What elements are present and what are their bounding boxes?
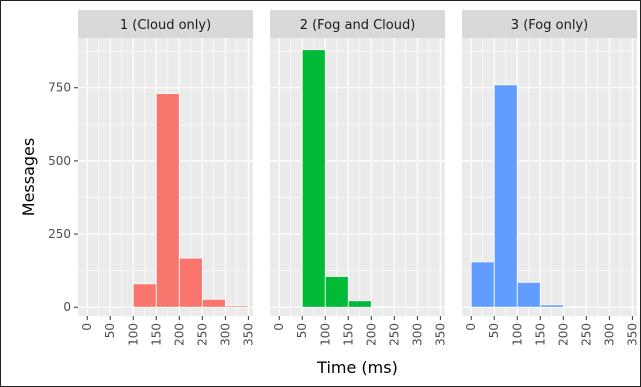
x-tick-label: 50 bbox=[295, 323, 309, 338]
facet-title: 3 (Fog only) bbox=[511, 18, 588, 33]
x-tick-label: 300 bbox=[410, 323, 424, 346]
axes-group: 0 50 100 150 200 250 300 350 0 50 100 150 200 250 300 3… bbox=[48, 81, 639, 346]
histogram-bar bbox=[301, 49, 326, 308]
x-axis-label: Time (ms) bbox=[316, 358, 398, 377]
x-tick-label: 100 bbox=[510, 323, 524, 346]
histogram-bar bbox=[132, 283, 157, 308]
histogram-bar bbox=[370, 305, 395, 308]
x-tick-label: 250 bbox=[387, 323, 401, 346]
x-tick-label: 250 bbox=[195, 323, 209, 346]
histogram-bar bbox=[493, 84, 518, 308]
x-tick-label: 350 bbox=[241, 323, 255, 346]
facet-strip bbox=[78, 10, 253, 38]
histogram-bar bbox=[324, 276, 349, 308]
facet-strip bbox=[462, 10, 637, 38]
panel-background bbox=[270, 38, 445, 316]
facet-strip bbox=[270, 10, 445, 38]
x-tick-label: 200 bbox=[172, 323, 186, 346]
x-tick-label: 350 bbox=[625, 323, 639, 346]
x-tick-label: 0 bbox=[272, 323, 286, 331]
x-tick-label: 350 bbox=[433, 323, 447, 346]
x-tick-label: 50 bbox=[487, 323, 501, 338]
histogram-bar bbox=[516, 281, 541, 308]
histogram-bar bbox=[178, 257, 203, 308]
histogram-bar bbox=[201, 298, 226, 308]
x-tick-label: 0 bbox=[464, 323, 478, 331]
facet-title: 1 (Cloud only) bbox=[120, 18, 211, 33]
x-tick-label: 150 bbox=[533, 323, 547, 346]
histogram-bar bbox=[224, 305, 249, 308]
x-tick-label: 150 bbox=[341, 323, 355, 346]
histogram-bar bbox=[470, 261, 495, 308]
histogram-bar bbox=[155, 93, 180, 308]
x-tick-label: 50 bbox=[103, 323, 117, 338]
panels-group: 1 (Cloud only) 2 (Fog and Cloud) 3 (Fog on… bbox=[78, 10, 637, 316]
histogram-bar bbox=[562, 306, 587, 308]
histogram-bar bbox=[539, 304, 564, 308]
x-tick-label: 150 bbox=[149, 323, 163, 346]
x-tick-label: 300 bbox=[218, 323, 232, 346]
x-tick-label: 200 bbox=[364, 323, 378, 346]
x-tick-label: 100 bbox=[318, 323, 332, 346]
x-tick-label: 0 bbox=[80, 323, 94, 331]
facet-title: 2 (Fog and Cloud) bbox=[300, 18, 416, 33]
x-tick-label: 300 bbox=[602, 323, 616, 346]
y-tick-label: 750 bbox=[48, 81, 71, 95]
x-tick-label: 200 bbox=[556, 323, 570, 346]
x-tick-label: 250 bbox=[579, 323, 593, 346]
histogram-bar bbox=[347, 300, 372, 308]
y-tick-label: 500 bbox=[48, 154, 71, 168]
x-tick-label: 100 bbox=[126, 323, 140, 346]
y-axis-label: Messages bbox=[19, 138, 38, 216]
y-tick-label: 250 bbox=[48, 227, 71, 241]
y-tick-label: 0 bbox=[63, 300, 71, 314]
